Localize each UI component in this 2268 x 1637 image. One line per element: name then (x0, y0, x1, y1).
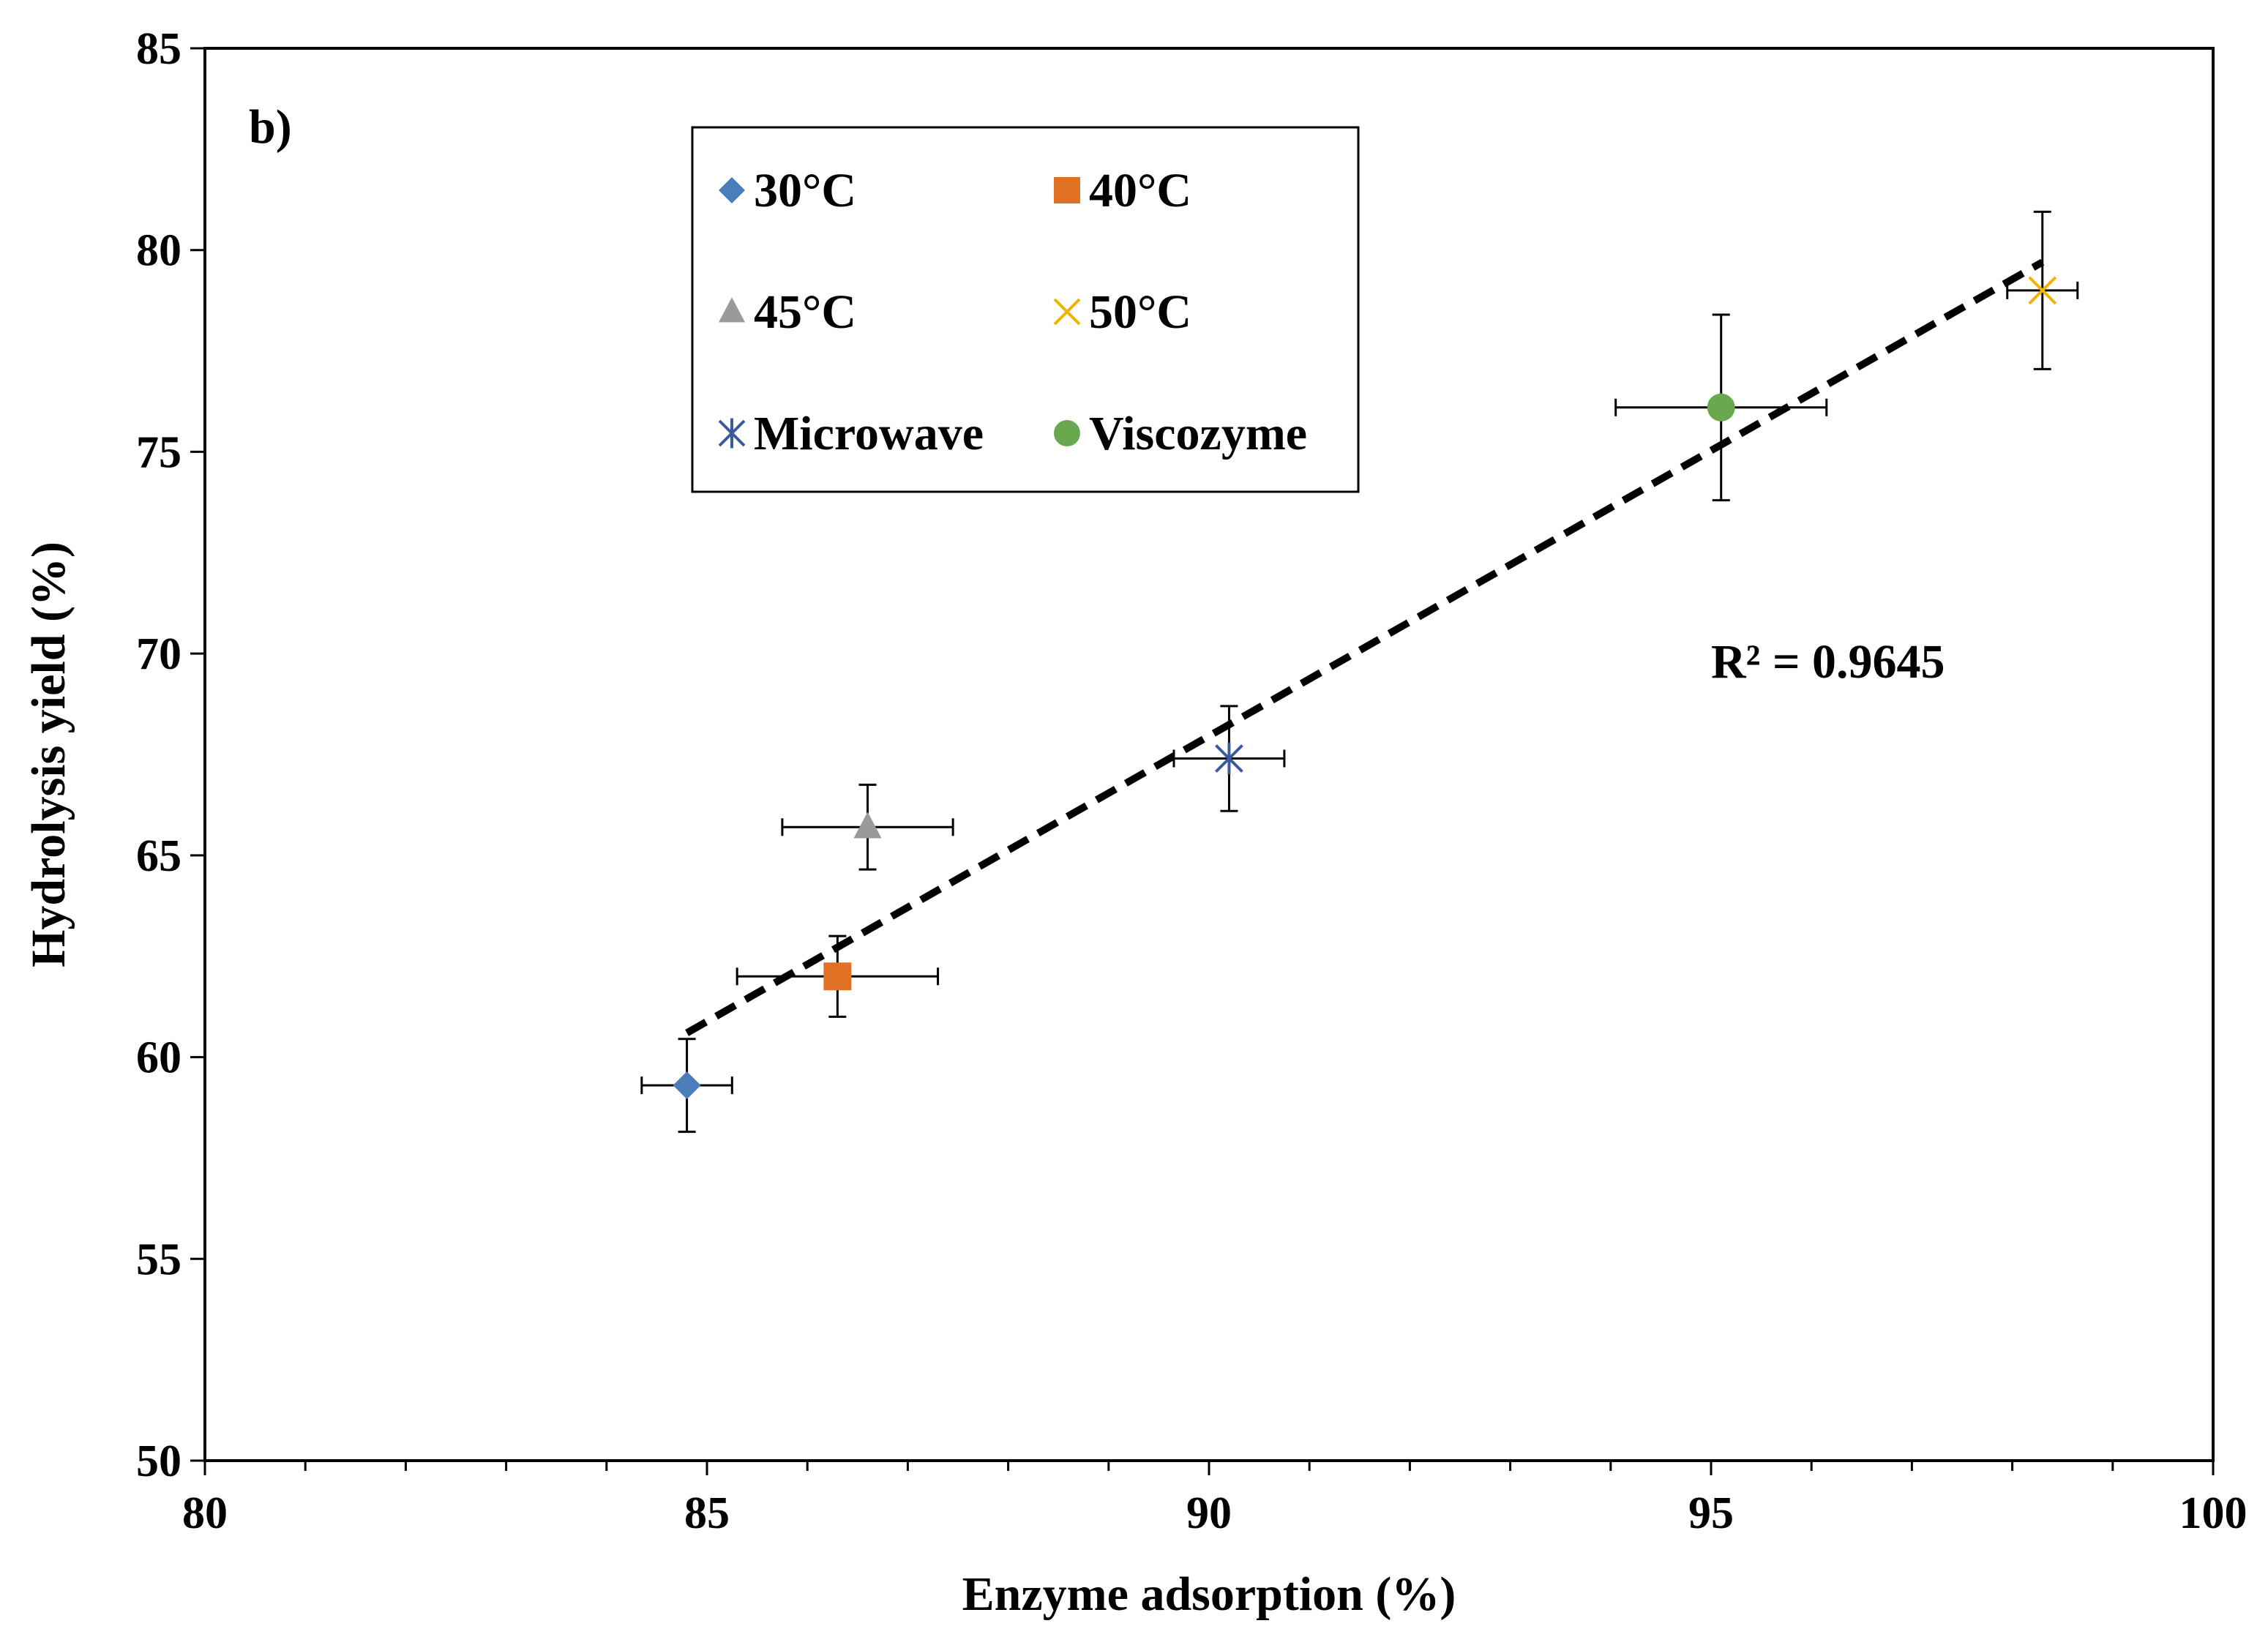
data-point-viscozyme (1614, 313, 1828, 502)
x-tick-label: 95 (1688, 1488, 1734, 1538)
legend-marker-diamond (719, 177, 745, 203)
x-axis-ticks: 80 85 90 95 100 (182, 1461, 2248, 1538)
legend-label-30c: 30°C (754, 164, 856, 217)
x-tick-label: 80 (182, 1488, 228, 1538)
panel-label: b) (249, 100, 292, 154)
diamond-marker (673, 1071, 701, 1100)
triangle-marker (853, 812, 882, 839)
legend-item-45c: 45°C (719, 285, 856, 339)
y-tick-label: 70 (136, 629, 181, 679)
x-marker (1053, 298, 1081, 326)
y-axis-ticks: 50 55 60 65 70 75 80 85 (136, 24, 205, 1486)
data-point-40-c (736, 934, 940, 1018)
y-tick-label: 65 (136, 831, 181, 881)
legend-marker-x (1053, 298, 1081, 326)
legend-label-45c: 45°C (754, 285, 856, 339)
legend-marker-asterisk (718, 418, 746, 449)
legend-label-50c: 50°C (1089, 285, 1191, 339)
data-points-layer (640, 210, 2079, 1134)
y-tick-label: 50 (136, 1436, 181, 1486)
data-point-45-c (781, 783, 954, 871)
triangle-marker (719, 297, 745, 323)
trendline (685, 258, 2045, 1036)
x-tick-label: 85 (684, 1488, 730, 1538)
legend-label-microwave: Microwave (754, 407, 984, 460)
legend: 30°C 40°C 45°C 50°C Microwave Viscozyme (691, 126, 1360, 493)
legend-label-viscozyme: Viscozyme (1089, 407, 1307, 460)
circle-marker (1707, 393, 1735, 422)
x-marker-stroke (1053, 298, 1081, 326)
legend-item-microwave: Microwave (718, 407, 984, 460)
legend-marker-square (1054, 177, 1080, 203)
y-tick-label: 80 (136, 226, 181, 276)
asterisk-marker (718, 418, 746, 449)
square-marker (1054, 177, 1080, 203)
legend-item-30c: 30°C (719, 164, 856, 217)
legend-label-40c: 40°C (1089, 164, 1191, 217)
y-tick-label: 85 (136, 24, 181, 74)
data-point-50-c (2006, 210, 2079, 370)
data-point-30-c (640, 1038, 733, 1134)
legend-marker-circle (1054, 420, 1080, 446)
asterisk-marker (1215, 742, 1243, 775)
data-point-microwave (1172, 705, 1286, 812)
trendline-layer (685, 258, 2045, 1036)
x-tick-label: 100 (2179, 1488, 2248, 1538)
legend-item-50c: 50°C (1053, 285, 1191, 339)
x-marker-stroke (2028, 276, 2057, 305)
legend-item-viscozyme: Viscozyme (1054, 407, 1307, 460)
x-tick-label: 90 (1186, 1488, 1232, 1538)
x-axis-title: Enzyme adsorption (%) (962, 1567, 1456, 1621)
legend-item-40c: 40°C (1054, 164, 1191, 217)
y-axis-title: Hydrolysis yield (%) (22, 542, 75, 967)
legend-box (691, 126, 1360, 493)
y-tick-label: 75 (136, 427, 181, 477)
legend-marker-triangle (719, 297, 745, 323)
r-squared-annotation: R² = 0.9645 (1711, 635, 1945, 689)
y-tick-label: 60 (136, 1033, 181, 1083)
circle-marker (1054, 420, 1080, 446)
x-marker (2028, 276, 2057, 305)
y-tick-label: 55 (136, 1235, 181, 1284)
diamond-marker (719, 177, 745, 203)
square-marker (823, 962, 852, 991)
